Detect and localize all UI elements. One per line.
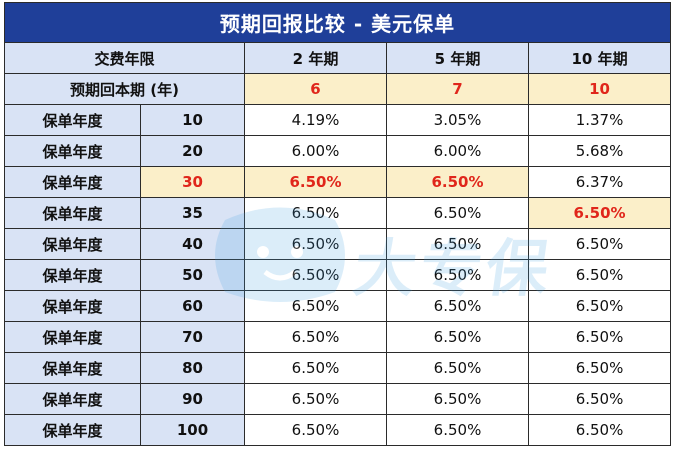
- breakeven-10-year: 10: [527, 73, 672, 105]
- return-rate-cell: 6.50%: [386, 290, 529, 322]
- return-rate-cell: 6.50%: [386, 321, 529, 353]
- return-rate-cell: 6.50%: [244, 321, 387, 353]
- return-rate-cell: 6.37%: [527, 166, 672, 198]
- table-title: 预期回报比较 - 美元保单: [3, 2, 672, 43]
- policy-year-cell: 100: [140, 414, 245, 446]
- return-rate-cell: 5.68%: [527, 135, 672, 167]
- table-row: 保单年度 90 6.50% 6.50% 6.50%: [4, 383, 672, 415]
- term-10-year-header: 10 年期: [527, 42, 672, 74]
- policy-year-cell: 60: [140, 290, 245, 322]
- policy-year-cell: 70: [140, 321, 245, 353]
- return-rate-cell: 6.50%: [527, 197, 672, 229]
- policy-year-cell: 90: [140, 383, 245, 415]
- row-label: 保单年度: [4, 259, 141, 291]
- table-row: 保单年度 30 6.50% 6.50% 6.37%: [4, 166, 672, 198]
- return-rate-cell: 6.50%: [527, 290, 672, 322]
- breakeven-row: 预期回本期 (年) 6 7 10: [4, 73, 672, 105]
- policy-year-cell: 50: [140, 259, 245, 291]
- table-row: 保单年度 80 6.50% 6.50% 6.50%: [4, 352, 672, 384]
- row-label: 保单年度: [4, 104, 141, 136]
- return-rate-cell: 6.50%: [386, 259, 529, 291]
- return-rate-cell: 6.50%: [386, 166, 529, 198]
- return-rate-cell: 6.00%: [244, 135, 387, 167]
- return-rate-cell: 6.00%: [386, 135, 529, 167]
- return-rate-cell: 6.50%: [244, 290, 387, 322]
- table-row: 保单年度 60 6.50% 6.50% 6.50%: [4, 290, 672, 322]
- table-row: 保单年度 100 6.50% 6.50% 6.50%: [4, 414, 672, 446]
- row-label: 保单年度: [4, 290, 141, 322]
- return-rate-cell: 6.50%: [527, 352, 672, 384]
- table-row: 保单年度 50 6.50% 6.50% 6.50%: [4, 259, 672, 291]
- return-comparison-table: 预期回报比较 - 美元保单 交费年限 2 年期 5 年期 10 年期 预期回本期…: [3, 2, 672, 446]
- return-rate-cell: 6.50%: [386, 228, 529, 260]
- policy-year-cell: 10: [140, 104, 245, 136]
- return-rate-cell: 6.50%: [386, 383, 529, 415]
- return-rate-cell: 6.50%: [527, 259, 672, 291]
- return-rate-cell: 6.50%: [386, 352, 529, 384]
- breakeven-5-year: 7: [386, 73, 529, 105]
- table-row: 保单年度 20 6.00% 6.00% 5.68%: [4, 135, 672, 167]
- policy-year-cell: 40: [140, 228, 245, 260]
- return-rate-cell: 6.50%: [244, 228, 387, 260]
- return-rate-cell: 3.05%: [386, 104, 529, 136]
- row-label: 保单年度: [4, 383, 141, 415]
- row-label: 保单年度: [4, 228, 141, 260]
- breakeven-2-year: 6: [244, 73, 387, 105]
- policy-year-cell: 80: [140, 352, 245, 384]
- return-rate-cell: 6.50%: [244, 352, 387, 384]
- return-rate-cell: 6.50%: [244, 383, 387, 415]
- return-rate-cell: 6.50%: [527, 228, 672, 260]
- term-2-year-header: 2 年期: [244, 42, 387, 74]
- row-label: 保单年度: [4, 321, 141, 353]
- policy-year-cell: 35: [140, 197, 245, 229]
- row-label: 保单年度: [4, 135, 141, 167]
- return-rate-cell: 6.50%: [527, 414, 672, 446]
- table-row: 保单年度 70 6.50% 6.50% 6.50%: [4, 321, 672, 353]
- policy-year-cell: 30: [140, 166, 245, 198]
- policy-year-cell: 20: [140, 135, 245, 167]
- title-row: 预期回报比较 - 美元保单: [3, 2, 672, 43]
- row-label: 保单年度: [4, 166, 141, 198]
- return-rate-cell: 6.50%: [386, 197, 529, 229]
- return-rate-cell: 6.50%: [244, 197, 387, 229]
- return-rate-cell: 6.50%: [244, 414, 387, 446]
- table-row: 保单年度 35 6.50% 6.50% 6.50%: [4, 197, 672, 229]
- pay-term-label: 交费年限: [4, 42, 245, 74]
- return-rate-cell: 6.50%: [527, 321, 672, 353]
- return-rate-cell: 6.50%: [244, 166, 387, 198]
- row-label: 保单年度: [4, 197, 141, 229]
- return-rate-cell: 6.50%: [244, 259, 387, 291]
- term-5-year-header: 5 年期: [386, 42, 529, 74]
- return-rate-cell: 1.37%: [527, 104, 672, 136]
- table-row: 保单年度 40 6.50% 6.50% 6.50%: [4, 228, 672, 260]
- breakeven-label: 预期回本期 (年): [4, 73, 245, 105]
- header-row: 交费年限 2 年期 5 年期 10 年期: [4, 42, 672, 74]
- return-rate-cell: 6.50%: [386, 414, 529, 446]
- return-rate-cell: 6.50%: [527, 383, 672, 415]
- table-row: 保单年度 10 4.19% 3.05% 1.37%: [4, 104, 672, 136]
- row-label: 保单年度: [4, 352, 141, 384]
- return-rate-cell: 4.19%: [244, 104, 387, 136]
- row-label: 保单年度: [4, 414, 141, 446]
